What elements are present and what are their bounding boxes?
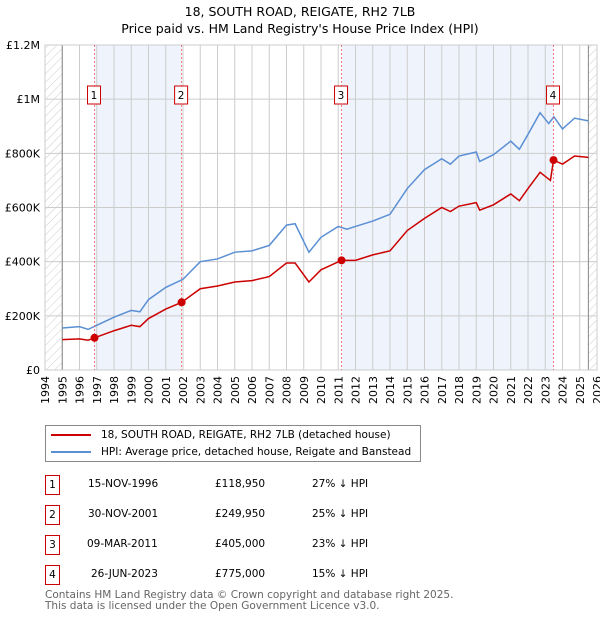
x-tick-label: 1998 [108, 376, 121, 404]
legend: 18, SOUTH ROAD, REIGATE, RH2 7LB (detach… [45, 425, 421, 462]
sale-price: £405,000 [215, 538, 266, 550]
x-tick-label: 2015 [401, 376, 414, 404]
x-tick-label: 2000 [143, 376, 156, 404]
sale-row: 4 26-JUN-2023 £775,000 15% ↓ HPI [45, 565, 445, 585]
x-tick-label: 2003 [194, 376, 207, 404]
x-tick-label: 1999 [125, 376, 138, 404]
x-tick-label: 2013 [367, 376, 380, 404]
x-tick-label: 2004 [212, 376, 225, 404]
y-tick-label: £1.2M [6, 39, 40, 52]
x-tick-label: 2026 [591, 376, 600, 404]
price-chart: 1994 1995 1996 1997 1998 1999 2000 2001 2002 2003… [5, 39, 600, 404]
x-tick-label: 1996 [74, 376, 87, 404]
x-tick-label: 2005 [229, 376, 242, 404]
x-tick-label: 1995 [56, 376, 69, 404]
series-line [62, 155, 589, 341]
sale-hpi: 25% ↓ HPI [312, 508, 369, 520]
sale-number: 1 [45, 475, 60, 495]
sale-row: 2 30-NOV-2001 £249,950 25% ↓ HPI [45, 505, 445, 525]
series-line [62, 111, 589, 331]
legend-property: 18, SOUTH ROAD, REIGATE, RH2 7LB (detach… [101, 429, 391, 441]
sale-price: £775,000 [215, 568, 266, 580]
x-tick-label: 2016 [419, 376, 432, 404]
sale-label-box [87, 85, 102, 105]
x-tick-label: 2012 [350, 376, 363, 404]
sale-hpi: 15% ↓ HPI [312, 568, 369, 580]
sale-point [177, 298, 186, 307]
legend-blue-swatch [51, 451, 91, 453]
x-tick-label: 2020 [488, 376, 501, 404]
x-tick-label: 1997 [91, 376, 104, 404]
x-tick-label: 2023 [539, 376, 552, 404]
x-tick-label: 2024 [557, 376, 570, 404]
y-tick-label: £800K [5, 147, 41, 160]
x-tick-label: 2011 [332, 376, 345, 404]
x-tick-label: 2018 [453, 376, 466, 404]
x-tick-label: 2006 [246, 376, 259, 404]
x-tick-label: 2008 [281, 376, 294, 404]
sale-label-box [334, 85, 349, 105]
footer-licence: This data is licensed under the Open Gov… [45, 600, 380, 612]
sale-number: 4 [45, 565, 60, 585]
y-tick-label: £600K [5, 202, 41, 215]
sale-price: £118,950 [215, 478, 266, 490]
y-tick-label: £1M [17, 93, 41, 106]
footer-copyright: Contains HM Land Registry data © Crown c… [45, 589, 454, 601]
x-tick-label: 2009 [298, 376, 311, 404]
sale-label: 4 [550, 90, 557, 102]
x-tick-label: 2014 [384, 376, 397, 404]
footer: Contains HM Land Registry data © Crown c… [45, 590, 453, 612]
x-tick-label: 2022 [522, 376, 535, 404]
sale-number: 3 [45, 535, 60, 555]
sale-label-box [546, 85, 561, 105]
sale-number: 2 [45, 505, 60, 525]
sale-hpi: 23% ↓ HPI [312, 538, 369, 550]
x-tick-label: 2021 [505, 376, 518, 404]
x-tick-label: 2007 [263, 376, 276, 404]
sale-point [337, 256, 346, 265]
chart-subtitle: Price paid vs. HM Land Registry's House … [121, 21, 479, 36]
sale-label: 2 [178, 90, 185, 102]
x-tick-label: 2001 [160, 376, 173, 404]
sale-row: 3 09-MAR-2011 £405,000 23% ↓ HPI [45, 535, 445, 555]
sale-row: 1 15-NOV-1996 £118,950 27% ↓ HPI [45, 475, 445, 495]
sale-label: 1 [91, 90, 98, 102]
sale-hpi: 27% ↓ HPI [312, 478, 369, 490]
x-tick-label: 1994 [39, 376, 52, 404]
legend-hpi: HPI: Average price, detached house, Reig… [101, 446, 412, 458]
y-tick-label: £0 [26, 364, 40, 377]
sale-label: 3 [338, 90, 345, 102]
sale-date: 15-NOV-1996 [88, 478, 159, 490]
x-tick-label: 2019 [470, 376, 483, 404]
y-tick-label: £200K [5, 310, 41, 323]
plot-frame [44, 44, 598, 371]
sale-price: £249,950 [215, 508, 266, 520]
sale-date: 30-NOV-2001 [88, 508, 159, 520]
sale-date: 26-JUN-2023 [91, 568, 158, 580]
chart-title: 18, SOUTH ROAD, REIGATE, RH2 7LB [184, 4, 416, 19]
x-tick-label: 2010 [315, 376, 328, 404]
x-tick-label: 2002 [177, 376, 190, 404]
legend-red-swatch [51, 434, 91, 436]
sale-label-box [174, 85, 189, 105]
sale-point [90, 333, 99, 342]
sale-date: 09-MAR-2011 [87, 538, 158, 550]
sale-point [549, 156, 558, 165]
x-tick-label: 2017 [436, 376, 449, 404]
x-tick-label: 2025 [574, 376, 587, 404]
y-tick-label: £400K [5, 256, 41, 269]
